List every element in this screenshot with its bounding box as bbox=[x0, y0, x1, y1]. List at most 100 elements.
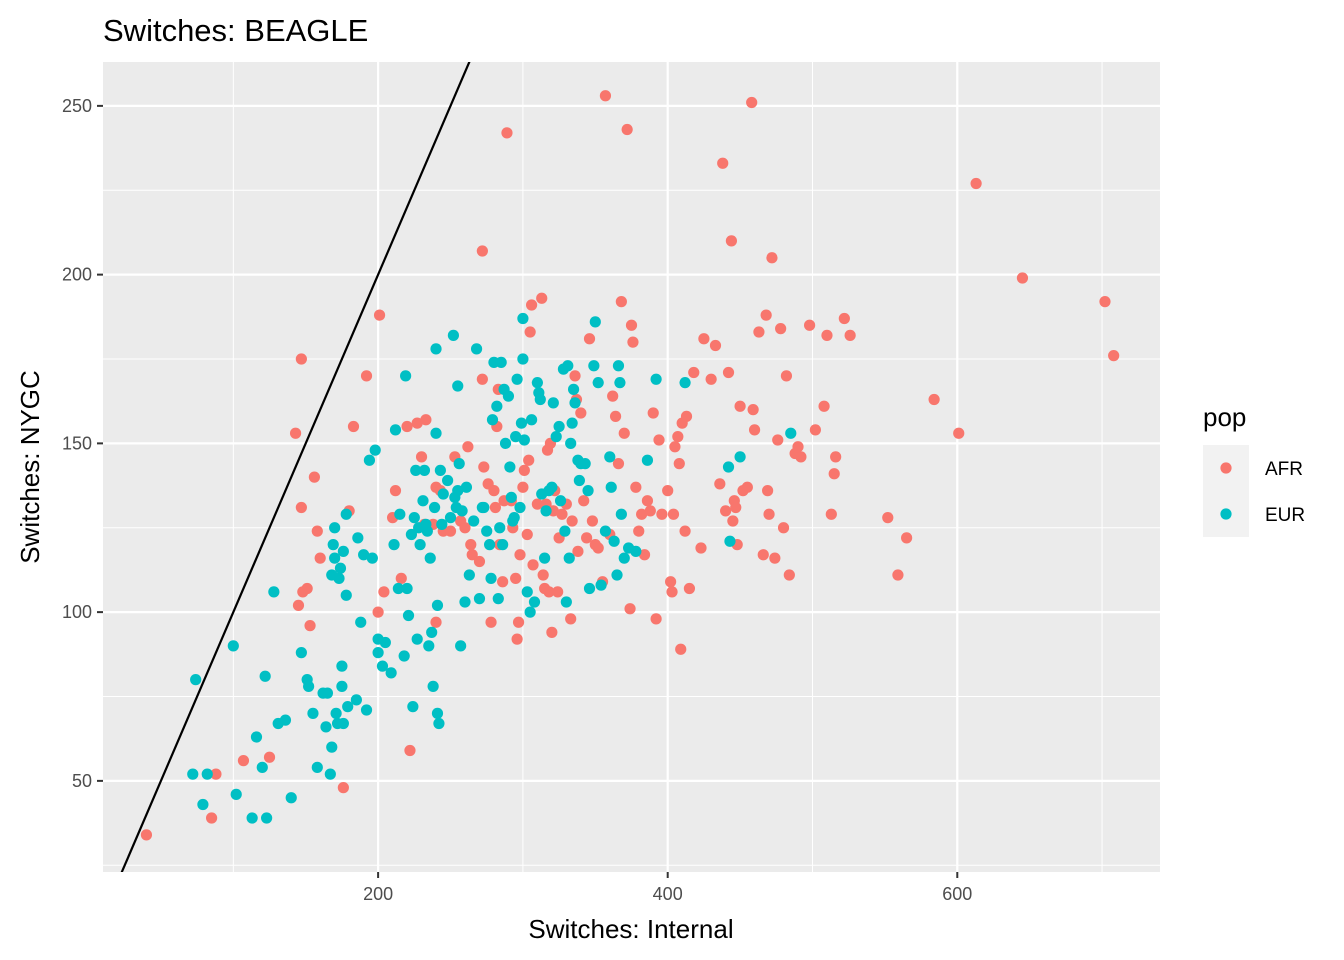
data-point-afr bbox=[795, 451, 807, 463]
data-point-afr bbox=[578, 495, 590, 507]
data-point-afr bbox=[517, 481, 529, 493]
data-point-afr bbox=[289, 427, 302, 439]
data-point-eur bbox=[376, 660, 389, 672]
data-point-eur bbox=[592, 377, 604, 389]
points-layer bbox=[140, 90, 1120, 841]
data-point-eur bbox=[517, 353, 529, 365]
data-point-afr bbox=[210, 768, 222, 780]
data-point-afr bbox=[527, 559, 539, 571]
data-point-eur bbox=[517, 312, 529, 325]
data-point-eur bbox=[595, 579, 607, 591]
data-point-afr bbox=[775, 323, 787, 335]
data-point-afr bbox=[612, 458, 625, 470]
data-point-afr bbox=[521, 528, 533, 541]
data-point-afr bbox=[581, 532, 593, 544]
data-point-afr bbox=[1108, 350, 1120, 362]
data-point-eur bbox=[437, 488, 449, 500]
data-point-eur bbox=[615, 508, 627, 520]
data-point-eur bbox=[447, 329, 460, 341]
data-point-afr bbox=[615, 296, 627, 308]
data-point-afr bbox=[647, 407, 659, 419]
data-point-eur bbox=[417, 495, 429, 507]
data-point-afr bbox=[523, 454, 535, 466]
data-point-eur bbox=[492, 593, 504, 605]
data-point-afr bbox=[630, 481, 642, 493]
data-point-eur bbox=[410, 464, 422, 476]
data-point-afr bbox=[489, 501, 501, 514]
data-point-afr bbox=[662, 485, 674, 497]
data-point-afr bbox=[546, 626, 558, 638]
y-tick-label: 50 bbox=[72, 771, 92, 791]
data-point-eur bbox=[569, 397, 581, 409]
data-point-afr bbox=[650, 613, 662, 625]
data-point-eur bbox=[326, 741, 338, 753]
data-point-afr bbox=[572, 545, 584, 557]
data-point-eur bbox=[407, 701, 419, 713]
data-point-eur bbox=[190, 674, 202, 686]
data-point-eur bbox=[521, 586, 533, 598]
data-point-eur bbox=[524, 606, 536, 618]
y-tick-label: 100 bbox=[62, 602, 92, 622]
data-point-eur bbox=[630, 545, 642, 557]
data-point-afr bbox=[783, 569, 795, 581]
data-point-afr bbox=[844, 329, 856, 341]
data-point-eur bbox=[336, 660, 348, 672]
x-tick-label: 600 bbox=[942, 884, 972, 904]
data-point-afr bbox=[395, 572, 407, 584]
data-point-afr bbox=[777, 522, 790, 534]
data-point-eur bbox=[295, 647, 307, 659]
data-point-eur bbox=[424, 552, 436, 564]
legend-key-afr bbox=[1220, 462, 1232, 474]
data-point-afr bbox=[372, 606, 384, 618]
data-point-eur bbox=[385, 667, 397, 679]
data-point-eur bbox=[550, 431, 562, 443]
data-point-eur bbox=[423, 640, 435, 652]
data-point-afr bbox=[497, 576, 509, 588]
data-point-eur bbox=[444, 512, 457, 524]
data-point-eur bbox=[510, 431, 522, 443]
data-point-afr bbox=[821, 329, 833, 341]
data-point-afr bbox=[556, 508, 568, 520]
data-point-eur bbox=[470, 343, 483, 355]
data-point-eur bbox=[473, 593, 486, 605]
data-point-afr bbox=[725, 235, 738, 247]
data-point-eur bbox=[605, 481, 617, 493]
data-point-eur bbox=[431, 707, 444, 719]
data-point-eur bbox=[563, 552, 575, 564]
data-point-afr bbox=[953, 427, 965, 439]
data-point-afr bbox=[760, 309, 772, 321]
data-point-afr bbox=[825, 508, 837, 520]
data-point-eur bbox=[540, 505, 552, 517]
data-point-afr bbox=[347, 420, 360, 433]
data-point-eur bbox=[785, 427, 797, 439]
data-point-afr bbox=[757, 549, 769, 561]
data-point-eur bbox=[402, 609, 415, 622]
chart-title: Switches: BEAGLE bbox=[103, 13, 368, 48]
data-point-eur bbox=[539, 552, 551, 564]
data-point-afr bbox=[656, 508, 668, 520]
data-point-afr bbox=[772, 434, 784, 446]
data-point-eur bbox=[559, 525, 571, 537]
data-point-eur bbox=[261, 812, 273, 824]
data-point-eur bbox=[452, 380, 464, 392]
data-point-afr bbox=[1099, 296, 1111, 308]
data-point-eur bbox=[486, 414, 499, 426]
data-point-eur bbox=[436, 518, 448, 530]
data-point-eur bbox=[330, 707, 342, 719]
data-point-eur bbox=[504, 461, 516, 473]
data-point-eur bbox=[394, 508, 406, 520]
data-point-afr bbox=[292, 599, 305, 611]
y-axis: 50 100 150 200 250 bbox=[62, 96, 103, 791]
data-point-afr bbox=[669, 441, 681, 453]
data-point-afr bbox=[830, 451, 842, 463]
plot-panel bbox=[103, 62, 1160, 872]
data-point-afr bbox=[803, 319, 816, 331]
legend-key-eur bbox=[1220, 508, 1232, 520]
data-point-eur bbox=[421, 525, 433, 537]
data-point-afr bbox=[488, 485, 500, 497]
data-point-afr bbox=[263, 751, 276, 763]
data-point-eur bbox=[227, 640, 239, 652]
data-point-afr bbox=[205, 812, 218, 824]
data-point-afr bbox=[586, 515, 599, 527]
